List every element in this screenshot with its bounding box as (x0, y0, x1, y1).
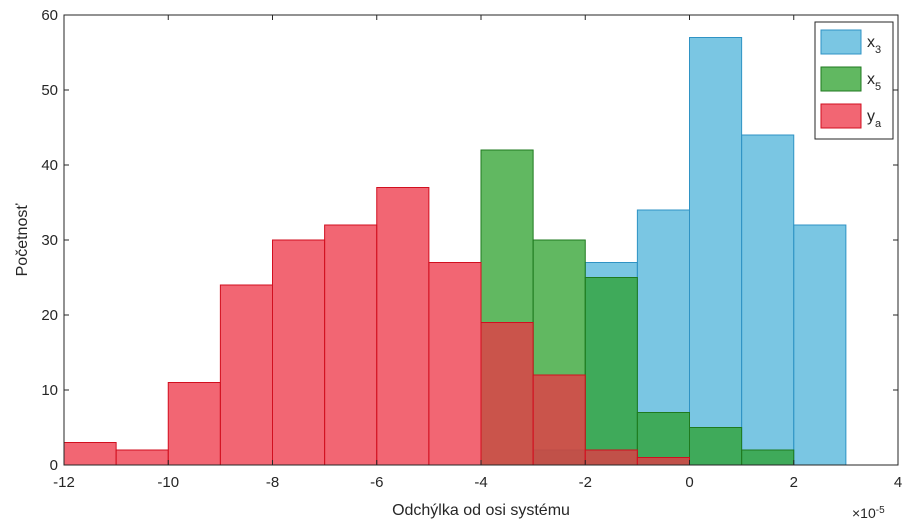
x-axis: -12 -10 -8 -6 -4 -2 0 2 4 (53, 15, 902, 491)
y-tick-label: 40 (41, 157, 58, 174)
x-axis-label: Odchýlka od osi systému (392, 502, 570, 519)
x-tick-label: -12 (53, 474, 75, 491)
y-tick-label: 30 (41, 232, 58, 249)
series-ya (63, 187, 690, 466)
bar-ya-bin-10 (584, 449, 638, 466)
x-tick-label: -2 (579, 474, 592, 491)
bar-ya-bin-4 (272, 239, 326, 466)
x-tick-label: 2 (790, 474, 798, 491)
x-tick-label: 4 (894, 474, 902, 491)
legend-swatch-ya (820, 103, 862, 129)
bar-x5-bin-10 (584, 277, 638, 466)
bar-x3-bin-12 (689, 37, 743, 466)
x-axis-exponent: ×10-5 (852, 505, 885, 522)
x-axis-exponent-power: -5 (876, 505, 885, 516)
bar-x5-bin-12 (689, 427, 743, 466)
bar-ya-bin-6 (376, 187, 430, 466)
legend-label-x5: x5 (867, 71, 881, 93)
x-tick-label: -4 (474, 474, 487, 491)
legend-label-ya: ya (867, 108, 882, 130)
bar-ya-bin-2 (167, 382, 221, 466)
y-tick-label: 60 (41, 7, 58, 24)
bar-x5-bin-13 (741, 449, 795, 466)
bar-ya-bin-3 (219, 284, 273, 466)
bar-ya-bin-8 (480, 322, 534, 466)
bar-x3-bin-13 (741, 134, 795, 466)
x-tick-label: 0 (685, 474, 693, 491)
legend-label-x3: x3 (867, 34, 881, 56)
bar-ya-bin-9 (532, 374, 586, 466)
x-tick-label: -8 (266, 474, 279, 491)
y-axis: 0 10 20 30 40 50 60 (41, 7, 898, 474)
bar-ya-bin-5 (324, 224, 378, 466)
x-tick-label: -6 (370, 474, 383, 491)
bars-layer (63, 37, 847, 466)
y-tick-label: 50 (41, 82, 58, 99)
bar-x3-bin-14 (793, 224, 847, 466)
y-tick-label: 20 (41, 307, 58, 324)
y-axis-label: Početnosť (14, 203, 31, 277)
bar-ya-bin-1 (115, 449, 169, 466)
x-axis-exponent-base: ×10 (852, 505, 876, 521)
bar-ya-bin-0 (63, 442, 117, 466)
legend-swatch-x3 (820, 29, 862, 55)
y-tick-label: 0 (50, 457, 58, 474)
y-tick-label: 10 (41, 382, 58, 399)
legend: x3 x5 ya (814, 21, 894, 140)
bar-x5-bin-11 (636, 412, 690, 466)
x-tick-label: -10 (157, 474, 179, 491)
bar-ya-bin-7 (428, 262, 482, 466)
bar-ya-bin-11 (636, 457, 690, 466)
legend-swatch-x5 (820, 66, 862, 92)
